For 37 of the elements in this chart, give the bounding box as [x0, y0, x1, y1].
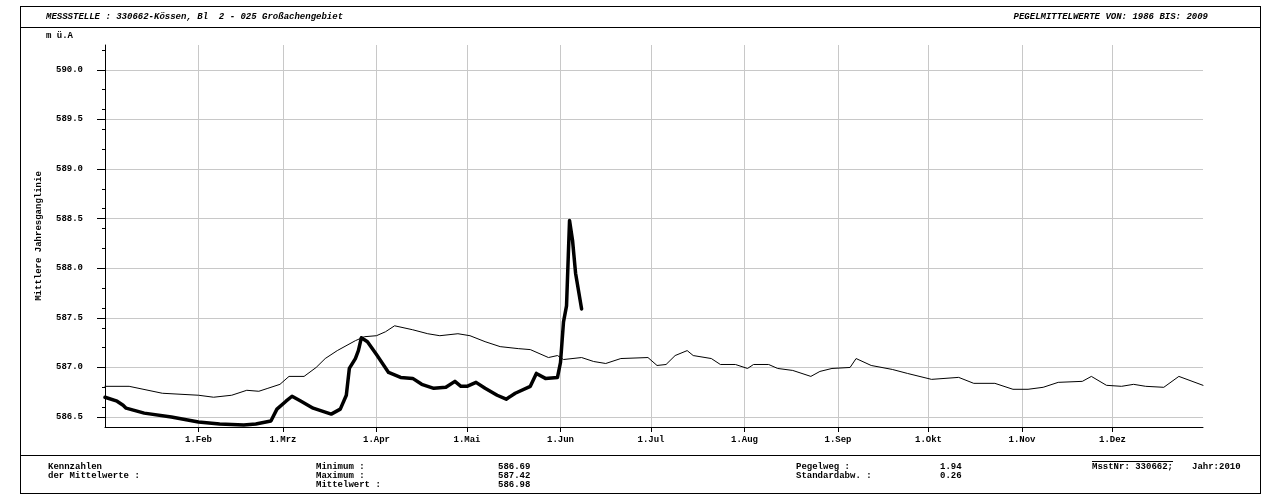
x-tick-label: 1.Sep	[824, 434, 852, 445]
x-tick-label: 1.Nov	[1008, 434, 1037, 445]
x-tick-label: 1.Okt	[914, 434, 943, 445]
x-tick-label: 1.Mrz	[269, 434, 297, 445]
text: Mittelwert :	[316, 480, 381, 490]
text: Maximum :	[316, 471, 365, 481]
x-tick-label: 1.Jun	[546, 434, 574, 445]
chart-subtitle: PEGELMITTELWERTE VON: 1986 BIS: 2009	[1013, 12, 1208, 22]
y-tick-label: 587.0	[55, 362, 83, 373]
text: Standardabw. :	[796, 471, 872, 481]
y-tick-label: 588.0	[55, 263, 83, 274]
text: der Mittelwerte :	[48, 471, 140, 481]
x-tick-label: 1.Mai	[453, 434, 482, 445]
text: 1.94	[940, 462, 962, 472]
chart-title: MESSSTELLE : 330662-Kössen, Bl 2 - 025 Großachengebiet	[46, 12, 344, 22]
y-tick-label: 588.5	[55, 213, 83, 224]
y-tick-label: 586.5	[55, 412, 83, 423]
text: 586.98	[498, 480, 531, 490]
text: 0.26	[940, 471, 962, 481]
y-axis-title: Mittlere Jahresganglinie	[33, 171, 44, 301]
x-tick-label: 1.Jul	[637, 434, 666, 445]
text: MsstNr: 330662;	[1092, 462, 1174, 472]
text: 586.69	[498, 462, 531, 472]
x-tick-label: 1.Aug	[730, 434, 758, 445]
y-tick-label: 590.0	[55, 64, 83, 75]
y-tick-label: 589.0	[55, 164, 83, 175]
y-tick-label: 589.5	[55, 114, 83, 125]
x-tick-label: 1.Feb	[185, 434, 213, 445]
x-tick-label: 1.Apr	[362, 434, 390, 445]
text: m ü.A	[46, 31, 74, 41]
text: Kennzahlen	[48, 462, 102, 472]
text: Pegelweg :	[796, 462, 850, 472]
y-tick-label: 587.5	[55, 312, 83, 323]
x-tick-label: 1.Dez	[1099, 434, 1127, 445]
text: Minimum :	[316, 462, 365, 472]
text: 587.42	[498, 471, 531, 481]
text: Jahr:2010	[1192, 462, 1241, 472]
